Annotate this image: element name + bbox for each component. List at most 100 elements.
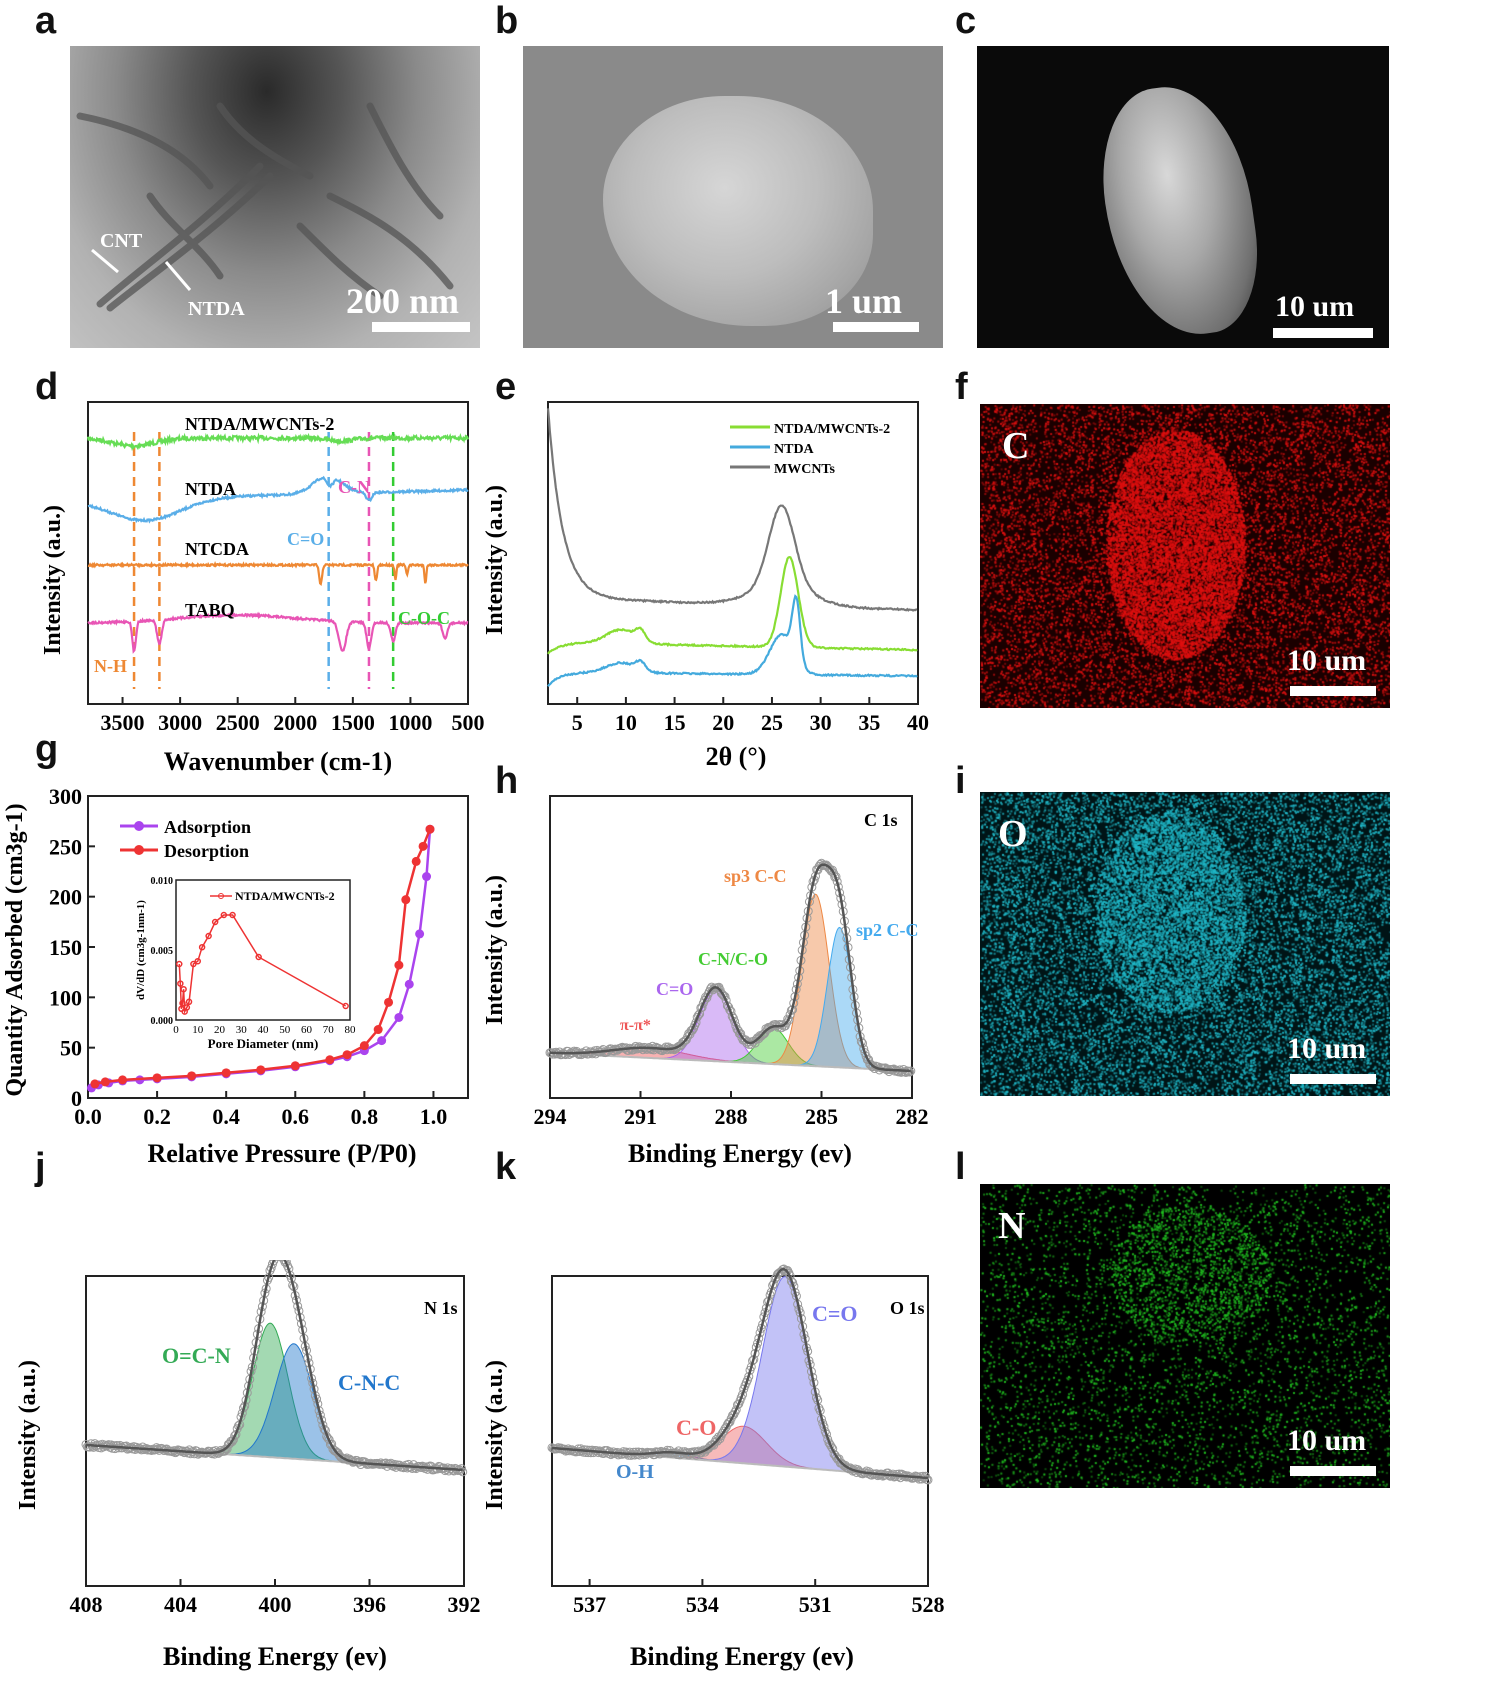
- panel-letter-b: b: [495, 0, 519, 42]
- raw-data-point: [864, 1055, 874, 1065]
- raw-data-point: [152, 1443, 162, 1453]
- panel-letter-c: c: [955, 0, 977, 42]
- x-tick-label: 3000: [158, 710, 202, 735]
- x-tick-label: 1000: [388, 710, 432, 735]
- raw-data-point: [905, 1067, 915, 1077]
- eds-dots: [980, 404, 1390, 708]
- fit-envelope: [551, 1267, 929, 1480]
- x-tick-label: 3500: [101, 710, 145, 735]
- data-point: [90, 1079, 100, 1089]
- peak-label: O-H: [616, 1461, 654, 1483]
- legend-label: Desorption: [164, 841, 249, 861]
- panel-letter-f: f: [955, 366, 968, 408]
- background-line: [549, 1052, 911, 1072]
- panel-letter-i: i: [955, 760, 966, 802]
- data-point: [422, 872, 432, 882]
- inset-point: [220, 911, 228, 919]
- chart-title: C 1s: [864, 810, 898, 830]
- inset-x-tick-label: 20: [214, 1024, 226, 1036]
- x-axis-label: Relative Pressure (P/P0): [147, 1139, 416, 1168]
- inset-y-tick-label: 0.010: [151, 876, 174, 887]
- inset-point: [342, 1002, 349, 1010]
- series-line: [546, 408, 918, 612]
- x-tick-label: 396: [353, 1592, 386, 1617]
- data-point: [100, 1077, 110, 1087]
- x-tick-label: 528: [912, 1592, 945, 1617]
- element-label: O: [998, 813, 1028, 855]
- series-label-ntcda: NTCDA: [185, 539, 249, 559]
- inset-point: [183, 1004, 191, 1011]
- inset-point: [194, 957, 201, 965]
- plot-frame: [551, 1275, 929, 1587]
- raw-data-point: [721, 995, 731, 1005]
- eds-map-o: O 10 um: [980, 792, 1390, 1096]
- y-axis-label: Intensity (a.u.): [482, 485, 508, 635]
- y-axis-label: Intensity (a.u.): [40, 505, 66, 655]
- y-tick-label: 250: [49, 834, 82, 859]
- raw-data-point: [731, 1405, 741, 1415]
- legend-label: Adsorption: [164, 817, 251, 837]
- peak-label: sp2 C-C: [856, 920, 919, 940]
- particle: [1090, 77, 1269, 345]
- xps-c1s-chart: π-π* C=OC-N/C-O sp3 C-C sp2 C-C 294 291 288 28…: [482, 795, 929, 1168]
- inset-x-tick-label: 0: [173, 1024, 179, 1036]
- annotation-c-o: C=O: [287, 529, 324, 549]
- raw-data-point: [227, 1437, 237, 1447]
- data-point: [394, 960, 404, 970]
- peak-label: C=O: [656, 979, 693, 999]
- x-tick-label: 25: [761, 710, 783, 735]
- scale-label: 10 um: [1287, 1032, 1367, 1065]
- scale-bar: [372, 322, 470, 332]
- x-tick-label: 288: [715, 1104, 748, 1129]
- data-point: [384, 997, 394, 1007]
- annotation-c-n: C-N: [338, 477, 370, 497]
- x-tick-label: 537: [573, 1592, 606, 1617]
- inset-y-label: dV/dD (cm3g-1nm-1): [135, 900, 147, 1000]
- peak-label: C-N-C: [338, 1370, 400, 1395]
- y-tick-label: 0: [71, 1086, 82, 1111]
- scale-bar: [1273, 328, 1373, 338]
- inset-legend-marker: [218, 893, 224, 899]
- inset-point: [198, 943, 206, 951]
- raw-data-point: [923, 1475, 933, 1485]
- series-line: [547, 594, 918, 688]
- data-point: [118, 1075, 128, 1085]
- raw-data-point: [648, 1041, 658, 1051]
- xps-o1s-chart: O-HC-OC=O 537 534 531 528 Intensity (a.u.) …: [482, 1264, 945, 1671]
- raw-data-point: [458, 1467, 468, 1477]
- data-point: [425, 824, 435, 834]
- data-point: [359, 1041, 369, 1051]
- data-point: [401, 895, 411, 905]
- y-axis-label: Intensity (a.u.): [482, 875, 508, 1025]
- raw-data-point: [324, 1435, 334, 1445]
- x-tick-label: 5: [572, 710, 583, 735]
- data-point: [221, 1068, 231, 1078]
- x-axis-label: 2θ (°): [706, 742, 767, 771]
- y-axis-label: Intensity (a.u.): [15, 1360, 41, 1510]
- inset-point: [176, 960, 183, 968]
- scale-label: 1 um: [825, 281, 903, 321]
- peak-label: O=C-N: [162, 1343, 231, 1368]
- x-tick-label: 0.8: [351, 1104, 379, 1129]
- raw-data-point: [738, 1390, 748, 1400]
- legend-label: NTDA/MWCNTs-2: [774, 422, 890, 437]
- x-tick-label: 408: [70, 1592, 103, 1617]
- raw-data-point: [727, 1011, 737, 1021]
- inset-point: [185, 998, 193, 1006]
- x-tick-label: 1500: [331, 710, 375, 735]
- cnt-label: CNT: [100, 230, 143, 252]
- panel-letter-j: j: [35, 1146, 46, 1188]
- tem-image: CNT NTDA 200 nm: [70, 46, 480, 348]
- panel-letter-h: h: [495, 760, 519, 802]
- x-tick-label: 10: [615, 710, 637, 735]
- data-point: [152, 1073, 162, 1083]
- x-tick-label: 392: [448, 1592, 481, 1617]
- x-tick-label: 534: [686, 1592, 719, 1617]
- x-tick-label: 294: [534, 1104, 567, 1129]
- data-point: [411, 856, 421, 866]
- raw-data-point: [719, 991, 729, 1001]
- peak-label: sp3 C-C: [724, 866, 787, 886]
- particle: [603, 96, 873, 326]
- inset-x-tick-label: 50: [279, 1024, 291, 1036]
